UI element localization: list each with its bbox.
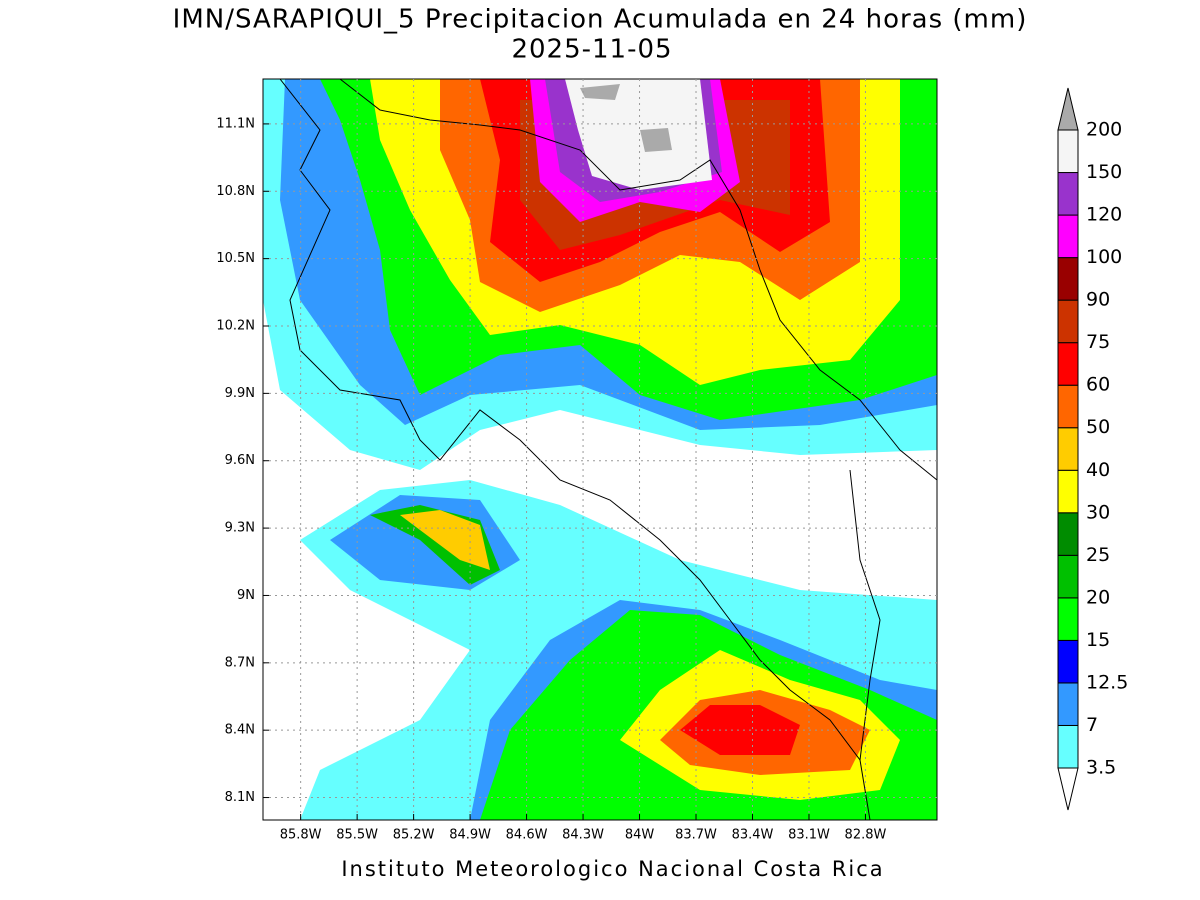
colorbar-label: 20 — [1086, 586, 1110, 608]
lat-tick-label: 10.5N — [216, 251, 255, 266]
colorbar-box — [1057, 427, 1079, 471]
lon-tick-label: 83.1W — [788, 828, 830, 843]
lon-tick-label: 83.4W — [732, 828, 774, 843]
colorbar-box — [1057, 257, 1079, 301]
lon-tick-label: 84.3W — [562, 828, 604, 843]
colorbar-label: 3.5 — [1086, 757, 1116, 779]
colorbar-arrow — [1057, 767, 1079, 811]
colorbar-box — [1057, 597, 1079, 641]
colorbar-label: 50 — [1086, 416, 1110, 438]
precip-field — [263, 79, 937, 820]
colorbar-box — [1057, 554, 1079, 599]
lat-tick-label: 9.9N — [225, 386, 255, 401]
colorbar-box — [1057, 469, 1079, 514]
colorbar-label: 120 — [1086, 204, 1122, 226]
lon-tick-label: 82.8W — [845, 828, 887, 843]
lat-tick-label: 10.8N — [216, 184, 255, 199]
colorbar-box — [1057, 682, 1079, 726]
lat-tick-label: 9.3N — [225, 521, 255, 536]
colorbar-label: 200 — [1086, 119, 1122, 141]
lat-tick-label: 8.7N — [225, 655, 255, 670]
lon-tick-label: 84.9W — [449, 828, 491, 843]
lon-tick-label: 83.7W — [675, 828, 717, 843]
colorbar-label: 90 — [1086, 289, 1110, 311]
colorbar-label: 75 — [1086, 331, 1110, 353]
lon-tick-label: 84W — [625, 828, 655, 843]
lon-tick-label: 85.5W — [336, 828, 378, 843]
colorbar-label: 7 — [1086, 714, 1098, 736]
title: IMN/SARAPIQUI_5 Precipitacion Acumulada … — [173, 5, 1028, 35]
lat-tick-label: 8.4N — [225, 723, 255, 738]
lon-tick-label: 85.2W — [393, 828, 435, 843]
colorbar-box — [1057, 639, 1079, 684]
colorbar-box — [1057, 129, 1079, 174]
lon-tick-label: 85.8W — [280, 828, 322, 843]
lat-tick-label: 8.1N — [225, 790, 255, 805]
colorbar-box — [1057, 512, 1079, 556]
colorbar-box — [1057, 724, 1079, 769]
colorbar-label: 100 — [1086, 246, 1122, 268]
colorbar-box — [1057, 342, 1079, 386]
map-frame — [262, 78, 938, 821]
lat-tick-label: 11.1N — [216, 116, 255, 131]
colorbar-arrow — [1057, 87, 1079, 131]
lat-tick-label: 9N — [237, 588, 255, 603]
colorbar-label: 60 — [1086, 374, 1110, 396]
colorbar-label: 150 — [1086, 161, 1122, 183]
colorbar-label: 40 — [1086, 459, 1110, 481]
subtitle: 2025-11-05 — [511, 35, 672, 65]
lat-tick-label: 9.6N — [225, 453, 255, 468]
colorbar-label: 12.5 — [1086, 671, 1128, 693]
colorbar-box — [1057, 172, 1079, 216]
colorbar-label: 30 — [1086, 501, 1110, 523]
colorbar-box — [1057, 299, 1079, 344]
lat-tick-label: 10.2N — [216, 319, 255, 334]
lon-tick-label: 84.6W — [506, 828, 548, 843]
colorbar-label: 15 — [1086, 629, 1110, 651]
colorbar-box — [1057, 214, 1079, 259]
credit: Instituto Meteorologico Nacional Costa R… — [341, 857, 884, 881]
colorbar-box — [1057, 384, 1079, 429]
colorbar-label: 25 — [1086, 544, 1110, 566]
